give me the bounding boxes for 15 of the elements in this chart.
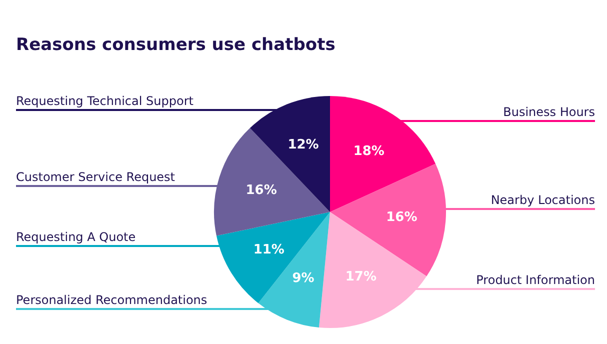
data-label: 12% bbox=[288, 138, 319, 153]
slice-label: Requesting Technical Support bbox=[16, 94, 194, 108]
data-label: 9% bbox=[292, 271, 314, 286]
chart-title: Reasons consumers use chatbots bbox=[16, 35, 336, 55]
data-label: 11% bbox=[253, 242, 284, 258]
slice-label: Requesting A Quote bbox=[16, 230, 136, 244]
slice-label: Product Information bbox=[476, 273, 595, 287]
data-label: 17% bbox=[345, 269, 376, 284]
slice-label: Nearby Locations bbox=[490, 193, 595, 207]
data-label: 16% bbox=[386, 210, 418, 226]
slice-label: Business Hours bbox=[503, 105, 595, 119]
slice-label: Personalized Recommendations bbox=[16, 293, 208, 307]
slice-label: Customer Service Request bbox=[16, 170, 176, 184]
data-label: 16% bbox=[246, 183, 277, 198]
data-label: 18% bbox=[353, 144, 384, 159]
